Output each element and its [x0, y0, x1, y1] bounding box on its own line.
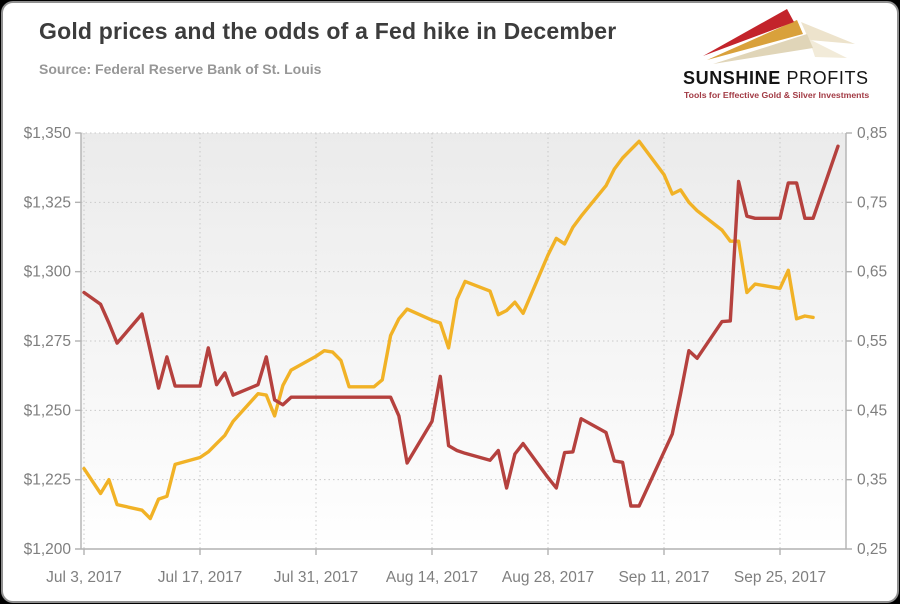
fed-hike-odds-line — [82, 144, 840, 508]
x-axis-label: Aug 28, 2017 — [502, 569, 594, 586]
logo-wordmark-profits: PROFITS — [786, 68, 869, 88]
left-axis-label: $1,250 — [24, 402, 72, 419]
right-axis-label: 0,45 — [857, 402, 887, 419]
logo-arrow-beige — [713, 34, 813, 64]
left-axis-label: $1,275 — [24, 333, 71, 350]
x-axis-label: Sep 11, 2017 — [618, 569, 709, 586]
logo-arrow-red — [703, 9, 794, 56]
right-axis-label: 0,25 — [857, 541, 887, 558]
source-note: Source: Federal Reserve Bank of St. Loui… — [39, 61, 322, 77]
left-axis-label: $1,225 — [24, 472, 71, 489]
x-axis-label: Jul 3, 2017 — [46, 569, 122, 586]
logo-arrows-icon — [703, 9, 855, 64]
left-axis-label: $1,200 — [24, 541, 72, 558]
logo-tagline: Tools for Effective Gold & Silver Invest… — [684, 90, 870, 100]
gold-price-line — [82, 139, 815, 521]
right-axis-label: 0,65 — [857, 264, 887, 281]
left-axis-label: $1,350 — [24, 125, 72, 142]
x-axis-label: Jul 17, 2017 — [158, 569, 242, 586]
sunshine-profits-logo: SUNSHINE PROFITS Tools for Effective Gol… — [679, 8, 883, 106]
left-axis-label: $1,300 — [24, 264, 72, 281]
logo-wordmark-sunshine: SUNSHINE — [683, 68, 781, 88]
logo-arrow-gold — [707, 20, 803, 60]
logo-wordmark: SUNSHINE PROFITS — [683, 68, 869, 89]
right-axis-label: 0,85 — [857, 125, 887, 142]
chart-title: Gold prices and the odds of a Fed hike i… — [39, 18, 617, 44]
logo-arrow-echo2 — [809, 39, 847, 58]
x-axis-label: Jul 31, 2017 — [274, 569, 358, 586]
right-axis-label: 0,75 — [857, 194, 887, 211]
left-axis-label: $1,325 — [24, 194, 71, 211]
right-axis-label: 0,35 — [857, 472, 887, 489]
right-axis-label: 0,55 — [857, 333, 887, 350]
logo-arrow-echo — [801, 22, 855, 44]
x-axis-label: Aug 14, 2017 — [386, 569, 478, 586]
x-axis-label: Sep 25, 2017 — [734, 569, 826, 586]
